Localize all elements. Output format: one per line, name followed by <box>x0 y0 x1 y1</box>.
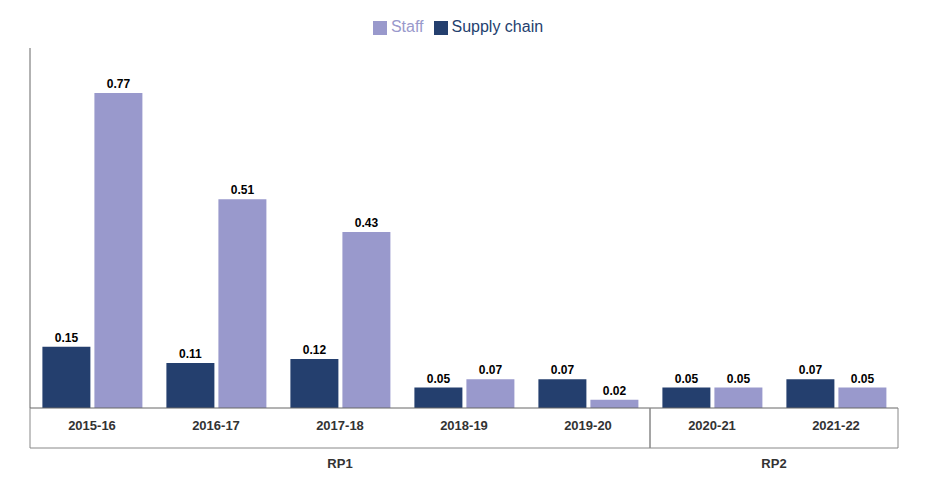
svg-text:RP2: RP2 <box>761 456 786 471</box>
svg-text:2021-22: 2021-22 <box>812 418 860 433</box>
svg-text:2019-20: 2019-20 <box>564 418 612 433</box>
html-text:Staff: Staff <box>390 18 424 35</box>
svg-text:0.05: 0.05 <box>427 372 451 386</box>
svg-text:RP1: RP1 <box>327 456 352 471</box>
svg-text:0.43: 0.43 <box>355 216 379 230</box>
svg-text:0.05: 0.05 <box>727 372 751 386</box>
svg-text:0.51: 0.51 <box>231 183 255 197</box>
svg-text:0.02: 0.02 <box>603 384 627 398</box>
html-text:Supply chain: Supply chain <box>451 18 544 35</box>
svg-text:0.15: 0.15 <box>55 331 79 345</box>
svg-text:0.05: 0.05 <box>851 372 875 386</box>
svg-text:2017-18: 2017-18 <box>316 418 364 433</box>
svg-text:0.07: 0.07 <box>479 363 503 377</box>
svg-text:0.11: 0.11 <box>179 347 202 361</box>
svg-text:2015-16: 2015-16 <box>68 418 116 433</box>
svg-text:0.05: 0.05 <box>675 372 699 386</box>
svg-text:0.07: 0.07 <box>551 363 575 377</box>
svg-text:2016-17: 2016-17 <box>192 418 240 433</box>
svg-text:2020-21: 2020-21 <box>688 418 736 433</box>
svg-text:2018-19: 2018-19 <box>440 418 488 433</box>
svg-text:0.07: 0.07 <box>799 363 823 377</box>
svg-text:0.12: 0.12 <box>303 343 327 357</box>
svg-text:0.77: 0.77 <box>107 77 131 91</box>
